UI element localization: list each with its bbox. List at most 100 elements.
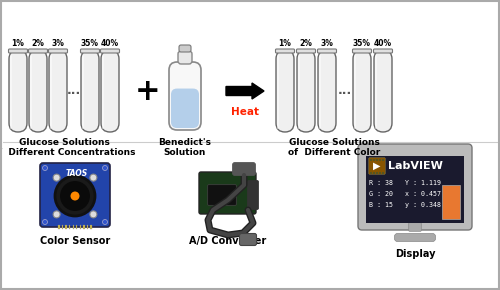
Circle shape — [53, 174, 60, 181]
Circle shape — [90, 174, 97, 181]
Text: TAOS: TAOS — [66, 168, 88, 177]
FancyBboxPatch shape — [358, 144, 472, 230]
FancyBboxPatch shape — [354, 68, 370, 131]
Bar — [366, 156, 464, 223]
Bar — [376, 171, 378, 173]
Text: 1%: 1% — [12, 39, 24, 48]
Text: +: + — [135, 77, 161, 106]
Circle shape — [102, 166, 108, 171]
Text: Benedict's
Solution: Benedict's Solution — [158, 138, 212, 157]
FancyBboxPatch shape — [49, 50, 67, 132]
FancyBboxPatch shape — [48, 49, 68, 53]
Bar — [376, 159, 378, 160]
FancyBboxPatch shape — [352, 49, 372, 53]
Text: G : 20   x : 0.457: G : 20 x : 0.457 — [369, 191, 441, 197]
FancyBboxPatch shape — [10, 68, 26, 131]
FancyBboxPatch shape — [318, 49, 336, 53]
FancyBboxPatch shape — [100, 49, 119, 53]
Bar — [382, 171, 384, 173]
FancyBboxPatch shape — [178, 51, 192, 64]
FancyBboxPatch shape — [368, 158, 386, 174]
FancyBboxPatch shape — [30, 68, 46, 131]
FancyBboxPatch shape — [318, 50, 336, 132]
FancyBboxPatch shape — [50, 68, 66, 131]
FancyBboxPatch shape — [374, 68, 392, 131]
FancyBboxPatch shape — [101, 50, 119, 132]
Circle shape — [102, 220, 108, 224]
Circle shape — [90, 211, 97, 218]
Bar — [83, 225, 84, 229]
FancyBboxPatch shape — [29, 50, 47, 132]
FancyBboxPatch shape — [40, 163, 110, 227]
Text: 35%: 35% — [81, 39, 99, 48]
Text: Color Sensor: Color Sensor — [40, 236, 110, 246]
FancyBboxPatch shape — [394, 233, 436, 242]
Bar — [72, 225, 74, 229]
Bar — [370, 159, 372, 160]
Text: Heat: Heat — [231, 107, 259, 117]
FancyBboxPatch shape — [318, 68, 336, 131]
Text: ▶: ▶ — [373, 161, 381, 171]
Text: Glucose Solutions
of  Different Concentrations: Glucose Solutions of Different Concentra… — [0, 138, 136, 157]
Text: 40%: 40% — [374, 39, 392, 48]
FancyBboxPatch shape — [9, 50, 27, 132]
Bar — [379, 171, 381, 173]
Bar — [90, 225, 92, 229]
Bar — [58, 225, 59, 229]
Circle shape — [42, 220, 48, 224]
Text: LabVIEW: LabVIEW — [388, 161, 443, 171]
Bar — [86, 225, 88, 229]
Text: A/D Converter: A/D Converter — [190, 236, 266, 246]
FancyBboxPatch shape — [169, 62, 201, 130]
FancyArrow shape — [226, 83, 264, 99]
Text: ...: ... — [338, 84, 352, 97]
FancyBboxPatch shape — [80, 49, 100, 53]
FancyBboxPatch shape — [179, 45, 191, 52]
Bar — [66, 225, 67, 229]
Bar — [379, 159, 381, 160]
FancyBboxPatch shape — [298, 68, 314, 131]
Circle shape — [70, 191, 80, 200]
Text: 2%: 2% — [32, 39, 44, 48]
FancyBboxPatch shape — [81, 50, 99, 132]
FancyBboxPatch shape — [171, 88, 199, 128]
Text: ...: ... — [67, 84, 81, 97]
FancyBboxPatch shape — [374, 49, 392, 53]
FancyBboxPatch shape — [240, 233, 256, 246]
Text: 35%: 35% — [353, 39, 371, 48]
Bar — [442, 185, 460, 219]
FancyBboxPatch shape — [82, 68, 98, 131]
FancyBboxPatch shape — [374, 50, 392, 132]
Text: R : 38   Y : 1.119: R : 38 Y : 1.119 — [369, 180, 441, 186]
FancyBboxPatch shape — [102, 68, 118, 131]
Circle shape — [42, 166, 48, 171]
FancyBboxPatch shape — [232, 163, 256, 175]
Bar — [80, 225, 81, 229]
FancyBboxPatch shape — [297, 50, 315, 132]
FancyBboxPatch shape — [276, 49, 294, 53]
Text: 40%: 40% — [101, 39, 119, 48]
Bar — [370, 171, 372, 173]
Text: Display: Display — [395, 249, 435, 259]
Text: 1%: 1% — [278, 39, 291, 48]
Bar — [373, 159, 375, 160]
Text: 3%: 3% — [52, 39, 64, 48]
FancyBboxPatch shape — [276, 50, 294, 132]
FancyBboxPatch shape — [248, 181, 258, 209]
Circle shape — [55, 176, 95, 216]
Circle shape — [60, 181, 90, 211]
Bar — [373, 171, 375, 173]
Text: 3%: 3% — [320, 39, 334, 48]
Circle shape — [53, 211, 60, 218]
Bar — [76, 225, 78, 229]
FancyBboxPatch shape — [276, 68, 293, 131]
FancyBboxPatch shape — [208, 185, 236, 205]
FancyBboxPatch shape — [199, 172, 256, 214]
FancyBboxPatch shape — [8, 49, 28, 53]
FancyBboxPatch shape — [408, 223, 422, 231]
FancyBboxPatch shape — [28, 49, 48, 53]
Text: B : 15   y : 0.348: B : 15 y : 0.348 — [369, 202, 441, 208]
Text: Glucose Solutions
of  Different Color: Glucose Solutions of Different Color — [288, 138, 380, 157]
Text: 2%: 2% — [300, 39, 312, 48]
FancyBboxPatch shape — [353, 50, 371, 132]
